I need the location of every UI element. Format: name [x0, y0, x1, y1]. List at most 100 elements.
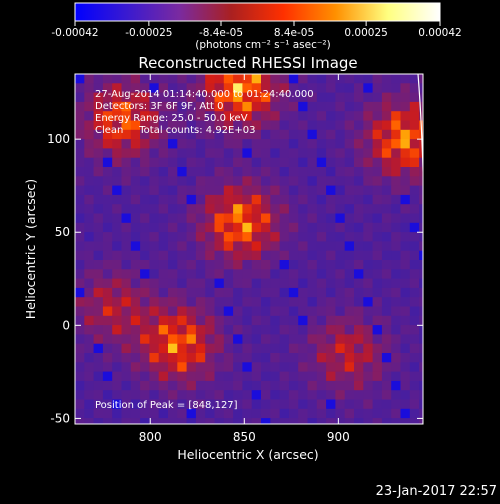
heatmap-cell: [307, 139, 318, 149]
heatmap-cell: [251, 325, 262, 335]
heatmap-cell: [205, 83, 215, 93]
heatmap-cell: [251, 213, 262, 224]
heatmap-cell: [316, 278, 327, 289]
heatmap-cell: [326, 371, 336, 382]
heatmap-cell: [279, 250, 290, 261]
heatmap-cell: [75, 306, 85, 317]
heatmap-cell: [75, 148, 85, 159]
heatmap-cell: [363, 139, 373, 149]
heatmap-cell: [130, 157, 141, 168]
heatmap-cell: [84, 74, 94, 84]
heatmap-cell: [130, 148, 141, 159]
heatmap-cell: [326, 334, 336, 345]
heatmap-cell: [261, 213, 271, 224]
heatmap-cell: [84, 297, 94, 307]
heatmap-cell: [344, 306, 355, 317]
heatmap-cell: [307, 194, 318, 205]
heatmap-cell: [316, 399, 327, 410]
heatmap-cell: [121, 139, 132, 149]
heatmap-cell: [354, 390, 364, 400]
heatmap-cell: [186, 287, 197, 298]
heatmap-cell: [233, 185, 243, 196]
heatmap-cell: [391, 204, 401, 214]
heatmap-cell: [288, 139, 299, 149]
heatmap-cell: [251, 408, 262, 419]
heatmap-cell: [419, 129, 423, 140]
heatmap-cell: [261, 194, 271, 205]
heatmap-cell: [326, 204, 336, 214]
heatmap-cell: [307, 157, 318, 168]
heatmap-cell: [186, 222, 197, 233]
heatmap-cell: [223, 250, 234, 261]
heatmap-cell: [307, 129, 318, 140]
heatmap-cell: [419, 362, 423, 372]
heatmap-cell: [84, 408, 94, 419]
heatmap-cell: [391, 418, 401, 424]
heatmap-cell: [363, 111, 373, 121]
heatmap-cell: [279, 92, 290, 103]
heatmap-cell: [121, 148, 132, 159]
heatmap-cell: [307, 325, 318, 335]
heatmap-cell: [326, 185, 336, 196]
heatmap-cell: [298, 74, 308, 84]
heatmap-cell: [354, 315, 364, 326]
heatmap-cell: [316, 74, 327, 84]
heatmap-cell: [391, 148, 401, 159]
heatmap-cell: [400, 297, 411, 307]
heatmap-cell: [93, 241, 104, 252]
heatmap-cell: [93, 408, 104, 419]
heatmap-cell: [93, 287, 104, 298]
heatmap-cell: [84, 241, 94, 252]
heatmap-cell: [233, 101, 243, 112]
heatmap-cell: [177, 185, 187, 196]
heatmap-cell: [326, 101, 336, 112]
y-axis: -50 0 50 100: [47, 132, 423, 425]
heatmap-cell: [391, 260, 401, 270]
heatmap-cell: [363, 148, 373, 159]
heatmap-cell: [363, 213, 373, 224]
heatmap-cell: [419, 315, 423, 326]
heatmap-cell: [130, 101, 141, 112]
heatmap-cell: [112, 334, 122, 345]
heatmap-cell: [400, 408, 411, 419]
heatmap-cell: [279, 362, 290, 372]
heatmap-cell: [186, 362, 197, 372]
heatmap-cell: [381, 148, 392, 159]
heatmap-cell: [381, 315, 392, 326]
heatmap-cell: [205, 101, 215, 112]
heatmap-cell: [391, 390, 401, 400]
heatmap-cell: [419, 399, 423, 410]
heatmap-cell: [177, 380, 187, 391]
heatmap-cell: [186, 371, 197, 382]
heatmap-cell: [223, 92, 234, 103]
heatmap-cell: [158, 222, 169, 233]
heatmap-cell: [149, 204, 160, 214]
heatmap-cell: [102, 325, 113, 335]
heatmap-cell: [168, 101, 178, 112]
heatmap-cell: [93, 371, 104, 382]
heatmap-cell: [354, 250, 364, 261]
heatmap-cell: [186, 260, 197, 270]
heatmap-cell: [242, 269, 253, 279]
colorbar-tick-label: 0.00042: [418, 27, 461, 39]
heatmap-cell: [195, 418, 206, 424]
heatmap-cell: [409, 315, 420, 326]
heatmap-cell: [372, 185, 383, 196]
colorbar-tick-label: -8.4e-05: [199, 27, 243, 39]
heatmap-cell: [316, 287, 327, 298]
heatmap-cell: [233, 334, 243, 345]
heatmap-cell: [419, 167, 423, 177]
heatmap-cell: [372, 204, 383, 214]
heatmap-cell: [251, 167, 262, 177]
heatmap-cell: [261, 390, 271, 400]
heatmap-cell: [121, 204, 132, 214]
heatmap-cell: [186, 204, 197, 214]
heatmap-cell: [409, 297, 420, 307]
heatmap-cell: [177, 92, 187, 103]
heatmap-cell: [140, 334, 150, 345]
heatmap-cell: [381, 167, 392, 177]
heatmap-cell: [372, 260, 383, 270]
heatmap-cell: [298, 176, 308, 186]
heatmap-cell: [409, 287, 420, 298]
heatmap-cell: [409, 148, 420, 159]
